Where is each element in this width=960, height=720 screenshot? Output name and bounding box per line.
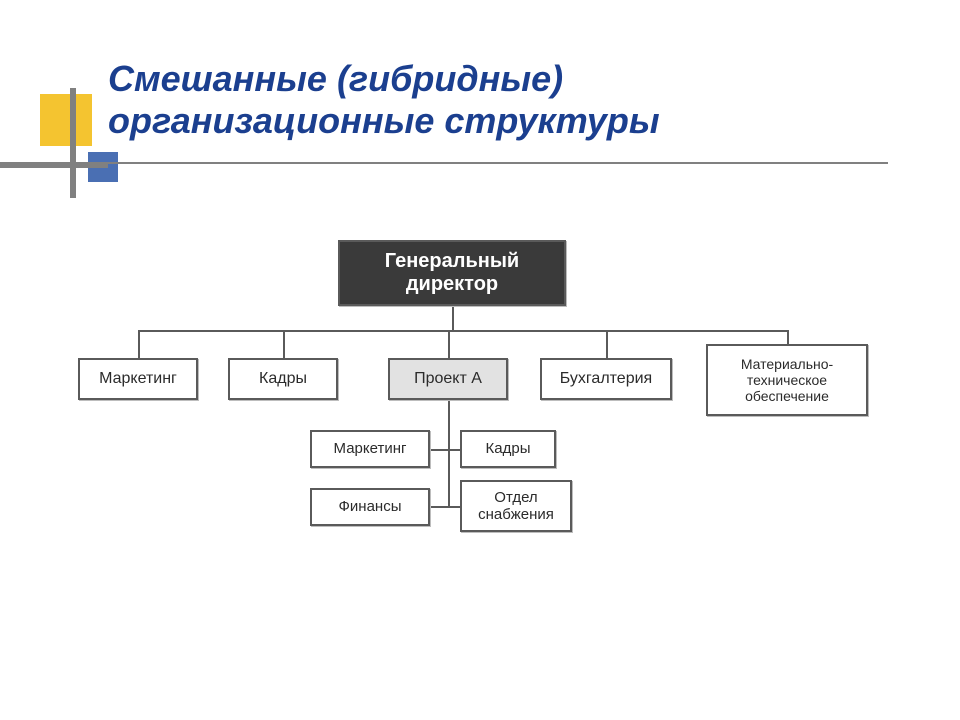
org-node-label: Кадры: [259, 370, 307, 388]
connector: [787, 330, 789, 344]
connector: [448, 506, 460, 508]
org-node-smkt: Маркетинг: [310, 430, 430, 468]
org-node-label: Материально-техническое обеспечение: [708, 356, 866, 404]
org-node-proj: Проект А: [388, 358, 508, 400]
org-node-sfin: Финансы: [310, 488, 430, 526]
org-node-label: Финансы: [339, 498, 402, 515]
decor-yellow-square: [40, 94, 92, 146]
org-node-mts: Материально-техническое обеспечение: [706, 344, 868, 416]
org-node-shr: Кадры: [460, 430, 556, 468]
org-chart: Генеральный директор Маркетинг Кадры Проект…: [0, 240, 960, 640]
connector: [283, 330, 285, 358]
connector: [430, 506, 448, 508]
org-node-root: Генеральный директор: [338, 240, 566, 306]
slide: Смешанные (гибридные) организационные ст…: [0, 0, 960, 720]
connector: [448, 449, 460, 451]
decor-v-bar: [70, 88, 76, 198]
decor-underline: [108, 162, 888, 164]
connector: [452, 306, 454, 330]
org-node-acct: Бухгалтерия: [540, 358, 672, 400]
org-node-hr: Кадры: [228, 358, 338, 400]
connector: [448, 400, 450, 506]
org-node-ssup: Отдел снабжения: [460, 480, 572, 532]
org-node-label: Проект А: [414, 370, 482, 388]
org-node-label: Кадры: [486, 440, 531, 457]
connector: [430, 449, 448, 451]
connector: [138, 330, 787, 332]
org-node-label: Отдел снабжения: [462, 489, 570, 524]
org-node-mkt: Маркетинг: [78, 358, 198, 400]
connector: [138, 330, 140, 358]
org-node-label: Бухгалтерия: [560, 370, 652, 388]
connector: [606, 330, 608, 358]
org-node-label: Генеральный директор: [340, 250, 564, 296]
org-node-label: Маркетинг: [334, 440, 407, 457]
decor-h-bar: [0, 162, 108, 168]
org-node-label: Маркетинг: [99, 370, 177, 388]
slide-title: Смешанные (гибридные) организационные ст…: [108, 58, 868, 142]
connector: [448, 330, 450, 358]
